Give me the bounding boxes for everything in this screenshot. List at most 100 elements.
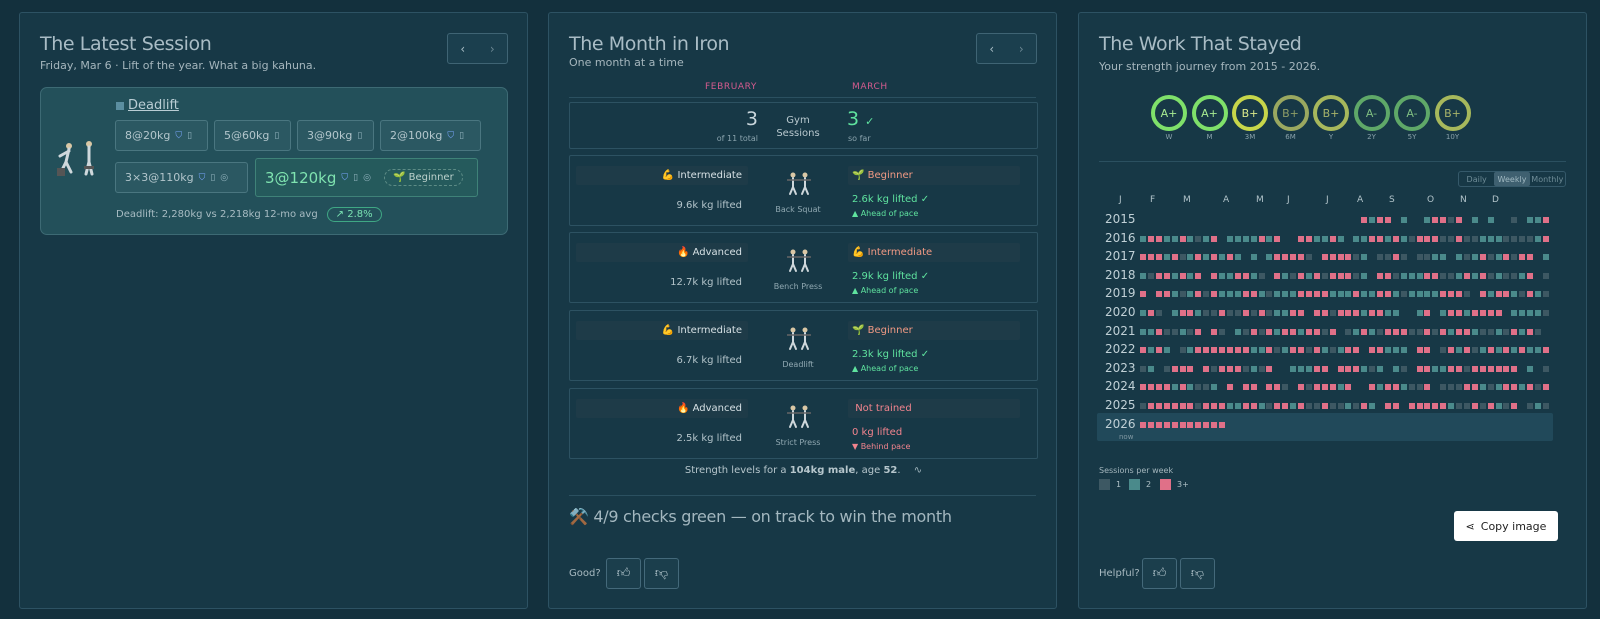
- week-cell[interactable]: [1337, 235, 1344, 242]
- week-cell[interactable]: [1511, 403, 1518, 409]
- week-cell[interactable]: [1290, 291, 1297, 298]
- week-cell[interactable]: [1329, 254, 1336, 261]
- week-cell[interactable]: [1456, 272, 1462, 279]
- week-cell[interactable]: [1440, 235, 1447, 242]
- grade-ring[interactable]: A-: [1353, 95, 1390, 131]
- week-cell[interactable]: [1487, 310, 1494, 316]
- week-cell[interactable]: [1179, 421, 1186, 428]
- grade-ring[interactable]: A+: [1191, 95, 1228, 131]
- week-cell[interactable]: [1203, 235, 1210, 242]
- week-cell[interactable]: [1432, 403, 1439, 409]
- week-cell[interactable]: [1187, 365, 1194, 372]
- week-cell[interactable]: [1456, 310, 1462, 316]
- week-cell[interactable]: [1527, 235, 1534, 242]
- week-cell[interactable]: [1384, 291, 1391, 298]
- week-cell[interactable]: [1226, 291, 1233, 298]
- week-cell[interactable]: [1463, 291, 1470, 298]
- week-cell[interactable]: [1171, 235, 1178, 242]
- week-cell[interactable]: [1503, 235, 1510, 242]
- week-cell[interactable]: [1321, 347, 1328, 354]
- week-cell[interactable]: [1448, 272, 1455, 279]
- week-cell[interactable]: [1329, 403, 1336, 409]
- week-cell[interactable]: [1290, 365, 1297, 372]
- week-cell[interactable]: [1258, 328, 1265, 335]
- week-cell[interactable]: [1321, 365, 1328, 372]
- week-cell[interactable]: [1400, 347, 1407, 354]
- week-cell[interactable]: [1226, 347, 1233, 354]
- set-chip[interactable]: 3×3@110kg ⛉ ▯ ◎: [115, 162, 248, 193]
- week-cell[interactable]: [1424, 365, 1431, 372]
- week-cell[interactable]: [1471, 217, 1478, 223]
- week-cell[interactable]: [1361, 403, 1368, 409]
- week-cell[interactable]: [1456, 217, 1462, 223]
- week-cell[interactable]: [1211, 365, 1218, 372]
- week-cell[interactable]: [1250, 235, 1257, 242]
- week-cell[interactable]: [1384, 217, 1391, 223]
- week-cell[interactable]: [1495, 403, 1502, 409]
- week-cell[interactable]: [1282, 310, 1289, 316]
- week-cell[interactable]: [1258, 272, 1265, 279]
- week-cell[interactable]: [1321, 235, 1328, 242]
- week-cell[interactable]: [1187, 235, 1194, 242]
- week-cell[interactable]: [1211, 291, 1218, 298]
- week-cell[interactable]: [1321, 403, 1328, 409]
- week-cell[interactable]: [1503, 272, 1510, 279]
- week-cell[interactable]: [1211, 421, 1218, 428]
- week-cell[interactable]: [1448, 384, 1455, 391]
- week-cell[interactable]: [1424, 328, 1431, 335]
- week-cell[interactable]: [1448, 347, 1455, 354]
- week-cell[interactable]: [1463, 347, 1470, 354]
- week-cell[interactable]: [1211, 347, 1218, 354]
- week-cell[interactable]: [1305, 291, 1312, 298]
- week-cell[interactable]: [1503, 328, 1510, 335]
- week-cell[interactable]: [1250, 310, 1257, 316]
- week-cell[interactable]: [1424, 235, 1431, 242]
- week-cell[interactable]: [1377, 384, 1383, 391]
- next-session-button[interactable]: ›: [478, 34, 508, 63]
- week-cell[interactable]: [1440, 254, 1447, 261]
- exercise-link[interactable]: Deadlift: [116, 98, 179, 113]
- week-cell[interactable]: [1361, 272, 1368, 279]
- week-cell[interactable]: [1392, 272, 1399, 279]
- week-cell[interactable]: [1266, 347, 1273, 354]
- week-cell[interactable]: [1258, 365, 1265, 372]
- week-cell[interactable]: [1234, 365, 1241, 372]
- week-cell[interactable]: [1250, 328, 1257, 335]
- week-cell[interactable]: [1353, 254, 1360, 261]
- week-cell[interactable]: [1392, 384, 1399, 391]
- week-cell[interactable]: [1353, 235, 1360, 242]
- week-cell[interactable]: [1487, 365, 1494, 372]
- week-cell[interactable]: [1542, 235, 1549, 242]
- week-cell[interactable]: [1337, 254, 1344, 261]
- week-cell[interactable]: [1226, 235, 1233, 242]
- week-cell[interactable]: [1463, 254, 1470, 261]
- week-cell[interactable]: [1305, 384, 1312, 391]
- week-cell[interactable]: [1479, 384, 1486, 391]
- week-cell[interactable]: [1298, 235, 1304, 242]
- week-cell[interactable]: [1258, 403, 1265, 409]
- week-cell[interactable]: [1384, 272, 1391, 279]
- week-cell[interactable]: [1274, 310, 1281, 316]
- week-cell[interactable]: [1250, 365, 1257, 372]
- week-cell[interactable]: [1219, 347, 1225, 354]
- week-cell[interactable]: [1274, 328, 1281, 335]
- week-cell[interactable]: [1305, 272, 1312, 279]
- prev-month-button[interactable]: ‹: [977, 34, 1007, 63]
- week-cell[interactable]: [1155, 421, 1162, 428]
- week-cell[interactable]: [1219, 403, 1225, 409]
- week-cell[interactable]: [1440, 310, 1447, 316]
- week-cell[interactable]: [1321, 310, 1328, 316]
- week-cell[interactable]: [1377, 272, 1383, 279]
- week-cell[interactable]: [1527, 328, 1534, 335]
- next-month-button[interactable]: ›: [1007, 34, 1037, 63]
- week-cell[interactable]: [1234, 291, 1241, 298]
- week-cell[interactable]: [1337, 347, 1344, 354]
- week-cell[interactable]: [1234, 235, 1241, 242]
- week-cell[interactable]: [1471, 272, 1478, 279]
- week-cell[interactable]: [1424, 310, 1431, 316]
- week-cell[interactable]: [1361, 291, 1368, 298]
- week-cell[interactable]: [1345, 291, 1352, 298]
- week-cell[interactable]: [1250, 291, 1257, 298]
- week-cell[interactable]: [1266, 328, 1273, 335]
- week-cell[interactable]: [1400, 217, 1407, 223]
